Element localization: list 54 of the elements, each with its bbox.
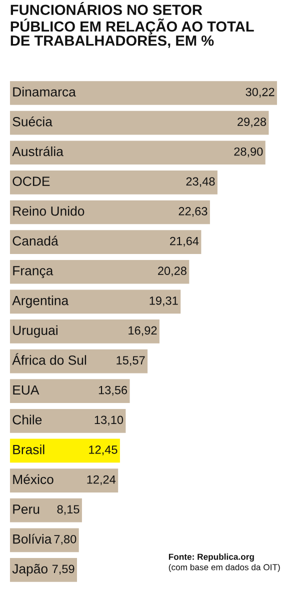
bar — [10, 528, 79, 552]
annotation: (com base em dados da OIT) — [168, 564, 280, 572]
bar — [10, 230, 202, 254]
bar — [10, 379, 130, 404]
y-tick-label: Chile — [12, 414, 42, 424]
data-label: 12,45 — [89, 446, 118, 456]
bar — [10, 408, 126, 433]
data-label: 7,59 — [52, 564, 74, 575]
y-tick-label: EUA — [13, 385, 40, 395]
bar — [10, 200, 210, 224]
y-tick-label: Dinamarca — [13, 86, 76, 97]
y-tick-label: França — [13, 266, 54, 278]
y-tick-label: Peru — [13, 504, 40, 514]
data-label: 21,64 — [170, 236, 199, 247]
data-label: 16,92 — [128, 326, 157, 336]
y-tick-label: Bolívia — [13, 534, 52, 544]
y-tick-label: Suécia — [12, 116, 52, 126]
bar — [10, 140, 266, 165]
data-label: 23,48 — [186, 177, 215, 187]
bar — [10, 349, 148, 374]
y-tick-label: OCDE — [12, 176, 50, 186]
bar — [10, 438, 120, 463]
data-label: 20,28 — [158, 266, 186, 276]
y-tick-label: México — [13, 474, 54, 484]
data-label: 19,31 — [150, 296, 178, 306]
bar — [10, 468, 118, 492]
bar — [10, 170, 218, 194]
bar — [10, 320, 160, 344]
data-label: 30,22 — [246, 88, 274, 98]
data-label: 22,63 — [178, 207, 208, 217]
y-tick-label: Canadá — [12, 236, 58, 246]
bar — [10, 558, 77, 582]
bar — [10, 498, 82, 522]
data-label: 13,56 — [98, 386, 128, 396]
y-tick-label: Austrália — [12, 146, 64, 156]
data-label: 29,28 — [238, 118, 266, 128]
data-label: 28,90 — [234, 147, 263, 158]
bar — [10, 260, 190, 284]
chart-title: FUNCIONÁRIOS NO SETOR PÚBLICO EM RELAÇÃO AO TOTAL DE TRABALHADORES, EM % — [10, 2, 254, 48]
y-tick-label: Japão — [12, 564, 48, 576]
data-label: 15,57 — [116, 356, 145, 366]
data-label: 12,24 — [87, 475, 116, 486]
y-tick-label: África do Sul — [12, 353, 86, 365]
y-tick-label: Brasil — [13, 444, 44, 454]
bar — [10, 290, 181, 314]
bar — [10, 110, 269, 135]
data-label: 7,80 — [54, 534, 76, 545]
y-tick-label: Reino Unido — [13, 206, 84, 216]
data-label: 13,10 — [94, 416, 124, 426]
y-tick-label: Argentina — [12, 296, 69, 308]
y-tick-label: Uruguai — [13, 325, 58, 338]
annotation: Fonte: Republica.org — [168, 554, 254, 562]
bar — [10, 81, 278, 105]
data-label: 8,15 — [57, 505, 80, 515]
